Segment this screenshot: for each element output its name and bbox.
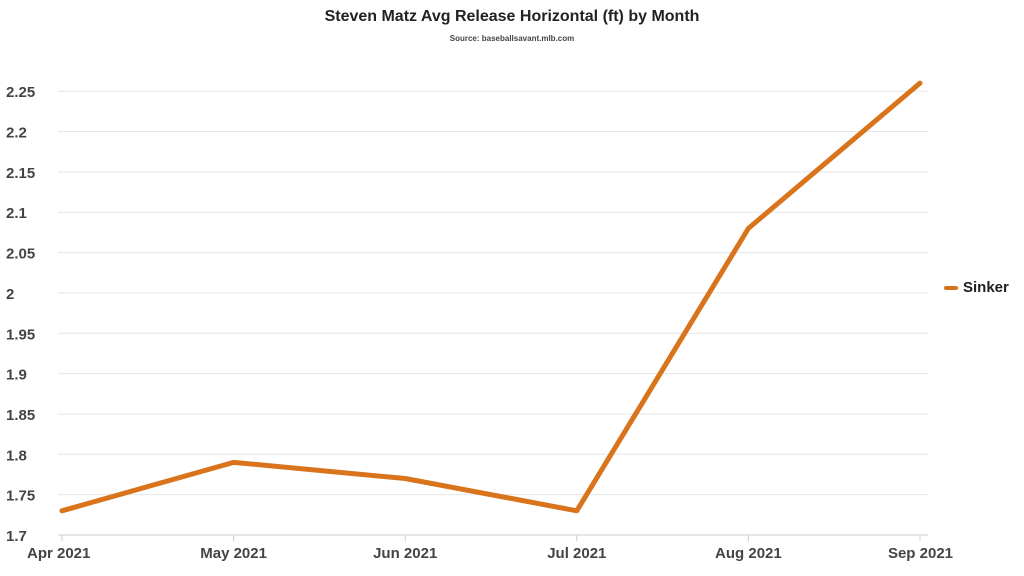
x-tick-label: Sep 2021 [888,545,953,562]
y-tick-label: 2.05 [6,246,35,263]
legend-label-sinker: Sinker [963,279,1009,296]
y-tick-label: 1.95 [6,326,35,343]
x-tick-label: Apr 2021 [27,545,90,562]
y-tick-label: 2.15 [6,165,35,182]
y-tick-label: 2 [6,286,14,303]
chart-subtitle: Source: baseballsavant.mlb.com [449,34,575,43]
legend-swatch-sinker [944,285,958,290]
y-tick-label: 2.1 [6,205,27,222]
y-tick-label: 1.85 [6,407,35,424]
y-tick-label: 2.2 [6,125,27,142]
y-tick-label: 1.7 [6,528,27,545]
x-axis-ticks: Apr 2021 May 2021 Jun 2021 Jul 2021 Aug 2021… [27,535,953,562]
y-tick-label: 1.9 [6,367,27,384]
y-axis-ticks: 1.7 1.75 1.8 1.85 1.9 1.95 2 2.05 2.1 2.15 2.2 2.25 [6,84,35,545]
y-tick-label: 1.75 [6,488,35,505]
legend: Sinker [944,279,1009,296]
y-tick-label: 1.8 [6,447,27,464]
series-layer [59,80,923,514]
x-tick-label: Jun 2021 [373,545,437,562]
x-tick-label: Aug 2021 [715,545,782,562]
x-tick-label: May 2021 [200,545,267,562]
chart-title: Steven Matz Avg Release Horizontal (ft) … [324,8,700,25]
gridlines [58,90,928,496]
x-tick-label: Jul 2021 [547,545,606,562]
series-line-sinker [59,80,923,514]
y-tick-label: 2.25 [6,84,35,101]
